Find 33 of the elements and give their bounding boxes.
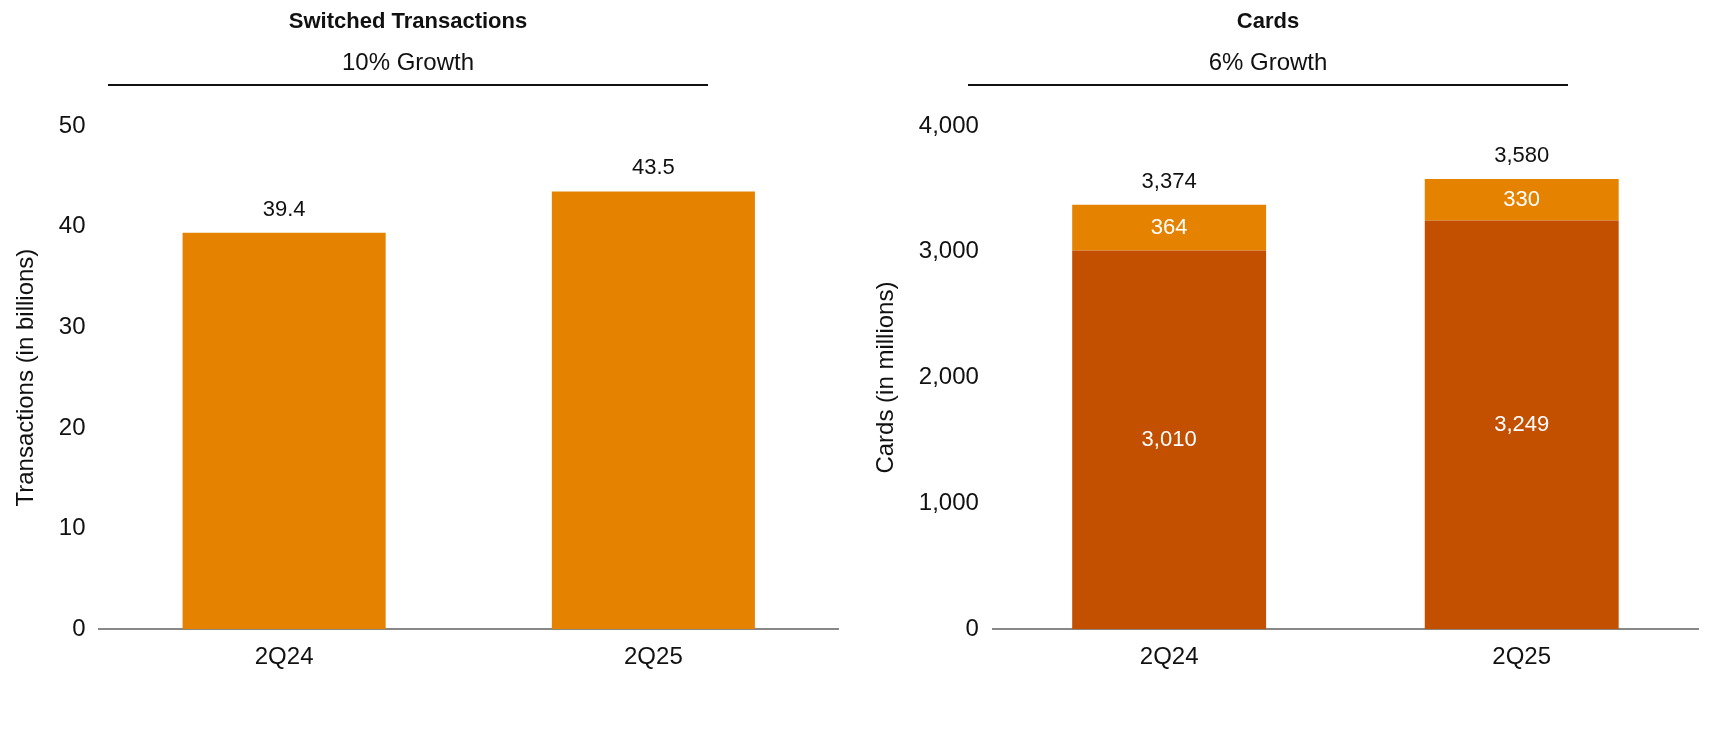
y-tick-label: 30 xyxy=(58,311,86,339)
y-tick-label: 3,000 xyxy=(918,236,979,264)
y-tick-label: 40 xyxy=(58,211,86,239)
chart-title: Switched Transactions xyxy=(287,8,529,34)
chart-subtitle: 10% Growth xyxy=(340,48,476,77)
data-label: 364 xyxy=(1150,213,1188,239)
y-tick-label: 1,000 xyxy=(918,488,979,516)
data-label: 3,249 xyxy=(1494,410,1550,436)
y-tick-label: 0 xyxy=(72,613,86,641)
y-tick-label: 2,000 xyxy=(918,362,979,390)
bar xyxy=(1424,220,1619,630)
chart-subtitle: 6% Growth xyxy=(1207,48,1329,77)
bar xyxy=(1072,250,1267,630)
y-tick-label: 20 xyxy=(58,412,86,440)
x-tick-label: 2Q25 xyxy=(624,642,683,670)
y-tick-label: 4,000 xyxy=(918,110,979,138)
x-tick-label: 2Q24 xyxy=(254,642,314,670)
bar xyxy=(1424,178,1619,221)
data-label: 43.5 xyxy=(631,154,675,180)
data-label: 3,010 xyxy=(1141,425,1197,451)
data-label: 39.4 xyxy=(262,195,306,221)
y-axis-title: Transactions (in billions) xyxy=(11,248,39,507)
chart-title: Cards xyxy=(1235,8,1301,34)
data-label: 330 xyxy=(1503,185,1541,211)
total-label: 3,374 xyxy=(1141,167,1197,193)
bar xyxy=(1072,204,1267,251)
x-tick-label: 2Q25 xyxy=(1492,642,1552,670)
y-axis-title: Cards (in millions) xyxy=(871,281,899,474)
y-tick-label: 50 xyxy=(58,110,86,138)
y-tick-label: 0 xyxy=(965,613,979,641)
y-tick-label: 10 xyxy=(58,513,86,541)
x-tick-label: 2Q24 xyxy=(1139,642,1199,670)
total-label: 3,580 xyxy=(1494,142,1550,168)
